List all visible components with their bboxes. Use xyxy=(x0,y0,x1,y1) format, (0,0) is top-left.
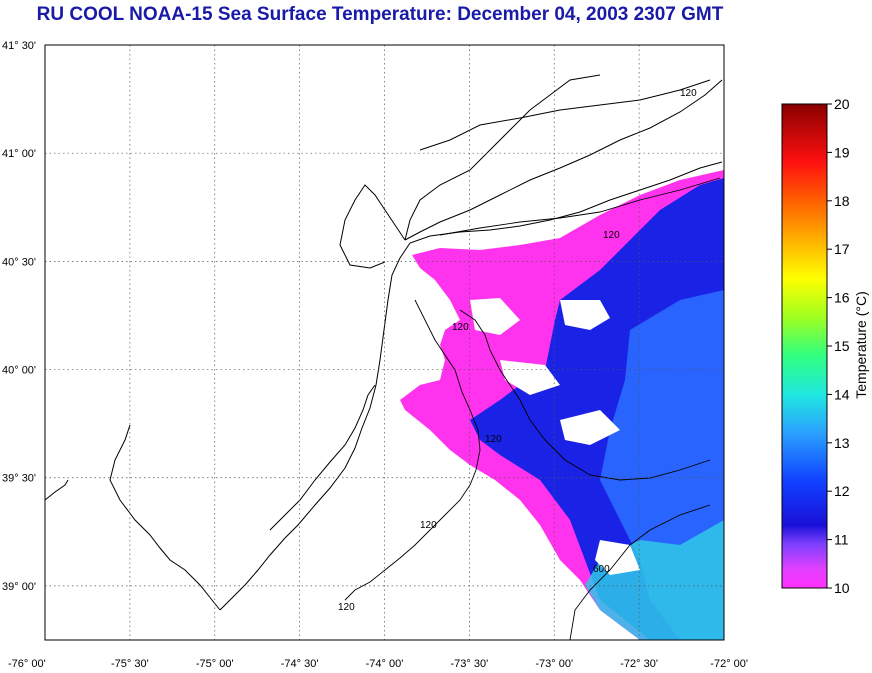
lat-label: 39° 00' xyxy=(2,581,36,593)
sst-field xyxy=(400,170,724,640)
colorbar-tick-label: 20 xyxy=(834,96,850,112)
latitude-labels: 41° 30' 41° 00' 40° 30' 40° 00' 39° 30' 39° 0… xyxy=(2,40,36,593)
coastline xyxy=(44,74,723,611)
map-title: RU COOL NOAA-15 Sea Surface Temperature:… xyxy=(36,4,724,25)
map-frame xyxy=(44,44,725,641)
contour-label: 120 xyxy=(485,434,502,445)
colorbar-tick-label: 11 xyxy=(834,532,849,548)
lat-label: 40° 30' xyxy=(2,256,36,268)
lon-label: -73° 00' xyxy=(535,658,573,670)
lat-label: 40° 00' xyxy=(2,365,36,377)
contour-label: 120 xyxy=(680,88,697,99)
lon-label: -75° 30' xyxy=(111,658,149,670)
lat-label: 41° 30' xyxy=(2,40,36,52)
contour-label: 120 xyxy=(603,230,620,241)
colorbar-tick-label: 12 xyxy=(834,483,850,499)
colorbar-tick-label: 19 xyxy=(834,144,850,160)
colorbar-tick-label: 14 xyxy=(834,386,850,402)
contour-label: 120 xyxy=(452,322,469,333)
colorbar-tick-label: 18 xyxy=(834,193,850,209)
lon-label: -74° 30' xyxy=(281,658,319,670)
colorbar-tick-label: 10 xyxy=(834,580,850,596)
colorbar xyxy=(781,103,828,589)
graticule xyxy=(45,45,724,640)
lon-label: -74° 00' xyxy=(366,658,404,670)
lon-label: -72° 30' xyxy=(620,658,658,670)
lat-label: 41° 00' xyxy=(2,148,36,160)
lon-label: -73° 30' xyxy=(451,658,489,670)
colorbar-label: Temperature (°C) xyxy=(853,291,869,399)
colorbar-tick-label: 15 xyxy=(834,338,850,354)
colorbar-tick-label: 17 xyxy=(834,241,850,257)
colorbar-tick-label: 13 xyxy=(834,435,850,451)
sst-shelf-edge-region xyxy=(585,520,724,640)
longitude-labels: -76° 00' -75° 30' -75° 00' -74° 30' -74° 00'… xyxy=(8,658,748,670)
lon-label: -75° 00' xyxy=(196,658,234,670)
contour-label: 120 xyxy=(420,520,437,531)
contour-label: 600 xyxy=(593,564,610,575)
lon-label: -72° 00' xyxy=(710,658,748,670)
lon-label: -76° 00' xyxy=(8,658,46,670)
colorbar-tick-label: 16 xyxy=(834,290,850,306)
colorbar-ticks: 20 19 18 17 16 15 14 13 12 11 10 xyxy=(827,96,850,596)
contour-label: 120 xyxy=(338,602,355,613)
lat-label: 39° 30' xyxy=(2,473,36,485)
cloud-gap xyxy=(470,298,640,575)
